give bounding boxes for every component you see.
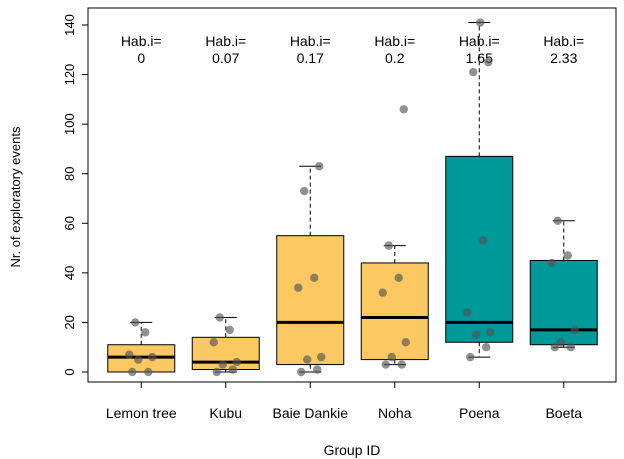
data-point (399, 105, 408, 114)
data-point (232, 357, 241, 367)
data-point (566, 343, 575, 352)
y-tick-label: 100 (62, 113, 77, 135)
data-point (128, 367, 137, 377)
data-point (144, 367, 153, 377)
data-point (131, 318, 140, 327)
y-tick-label: 20 (62, 315, 77, 329)
y-tick-label: 60 (62, 216, 77, 230)
data-point (476, 18, 485, 27)
data-point (482, 343, 491, 352)
data-point (148, 352, 157, 362)
hab-i-value: 0.07 (212, 50, 239, 66)
x-tick-label: Baie Dankie (273, 405, 349, 421)
data-point (315, 162, 324, 171)
data-point (384, 241, 393, 250)
x-tick-label: Kubu (209, 405, 242, 421)
data-point (317, 352, 326, 362)
box-iqr (529, 259, 598, 346)
box-iqr (445, 155, 514, 343)
data-point (556, 338, 565, 347)
data-point (381, 360, 390, 369)
y-axis-label: Nr. of exploratory events (8, 126, 23, 267)
hab-i-label: Hab.i= (374, 33, 415, 49)
data-point (209, 338, 218, 347)
y-tick-label: 140 (62, 14, 77, 36)
data-point (486, 328, 495, 337)
data-point (397, 360, 406, 369)
plot-frame (87, 7, 617, 383)
data-point (134, 355, 143, 364)
hab-i-label: Hab.i= (290, 33, 331, 49)
data-point (125, 350, 134, 359)
y-tick-label: 80 (62, 166, 77, 180)
data-point (570, 325, 579, 335)
plot-area: Hab.i=0Hab.i=0.07Hab.i=0.17Hab.i=0.2Hab.… (87, 7, 617, 383)
hab-i-value: 0.2 (385, 50, 405, 66)
data-point (469, 67, 478, 77)
data-point (215, 313, 224, 322)
data-point (378, 288, 387, 297)
hab-i-label: Hab.i= (543, 33, 584, 49)
data-point (225, 325, 234, 335)
data-point (484, 57, 493, 67)
y-axis: 0 20 40 60 80 100 120 140 (62, 14, 89, 376)
data-point (303, 355, 312, 364)
x-axis-label: Group ID (324, 442, 381, 458)
y-tick-label: 40 (62, 266, 77, 280)
hab-i-label: Hab.i= (121, 33, 162, 49)
data-point (553, 216, 562, 226)
data-point (297, 367, 306, 377)
data-point (387, 352, 396, 362)
x-axis: Lemon tree Kubu Baie Dankie Noha Poena Boeta (106, 382, 582, 421)
data-point (401, 338, 410, 347)
data-point (218, 360, 227, 369)
data-point (141, 328, 150, 337)
x-tick-label: Lemon tree (106, 405, 177, 421)
hab-i-label: Hab.i= (205, 33, 246, 49)
data-point (294, 283, 303, 292)
data-point (547, 258, 556, 268)
data-point (463, 308, 472, 317)
data-point (228, 365, 237, 374)
data-point (466, 352, 475, 362)
data-point (563, 251, 572, 260)
x-tick-label: Poena (459, 405, 500, 421)
data-point (300, 186, 309, 196)
x-tick-label: Noha (378, 405, 412, 421)
data-point (394, 273, 403, 283)
data-point (313, 365, 322, 374)
data-point (310, 273, 319, 283)
data-point (479, 236, 488, 245)
y-tick-label: 0 (62, 368, 77, 375)
data-point (550, 343, 559, 352)
box-iqr (276, 235, 345, 366)
hab-i-value: 2.33 (550, 50, 577, 66)
x-tick-label: Boeta (545, 405, 582, 421)
hab-i-value: 0.17 (297, 50, 324, 66)
hab-i-value: 0 (137, 50, 145, 66)
data-point (212, 367, 221, 377)
data-point (472, 330, 481, 340)
y-tick-label: 120 (62, 64, 77, 86)
